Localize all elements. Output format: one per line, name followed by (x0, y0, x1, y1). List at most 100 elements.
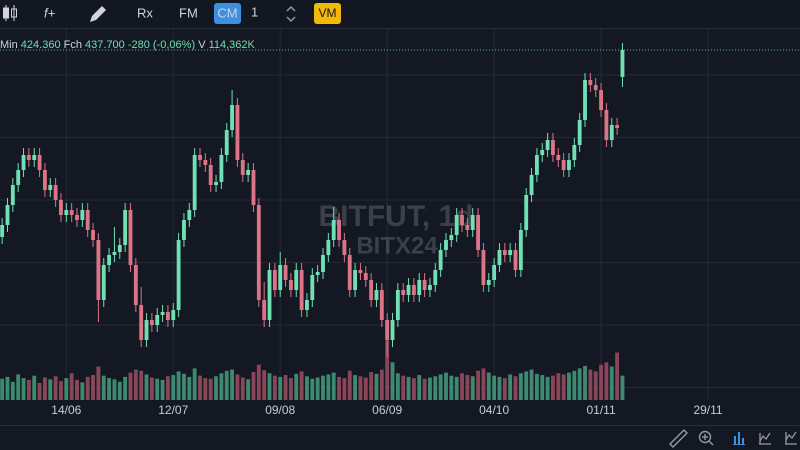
volume-bar (465, 375, 470, 400)
volume-bar (214, 376, 218, 400)
volume-bar (481, 368, 486, 400)
candle-body (42, 170, 47, 190)
volume-bar (107, 378, 112, 400)
volume-bar (123, 376, 128, 400)
candle-body (187, 210, 192, 220)
candle-body (529, 175, 534, 195)
draw-button[interactable] (90, 6, 106, 22)
candle-body (69, 210, 74, 215)
volume-bar (165, 376, 170, 400)
candle-body (21, 155, 26, 170)
candle-body (160, 312, 165, 315)
candle-body (165, 312, 170, 320)
legend-value: 114,362K (209, 39, 256, 51)
volume-bar (101, 375, 106, 400)
volume-bar (91, 375, 95, 400)
candle-body (518, 230, 523, 270)
fm-button[interactable]: FM (179, 5, 198, 20)
volume-bar (160, 379, 165, 400)
volume-bar (513, 376, 518, 400)
candle-body (347, 255, 352, 290)
indicator-toggle[interactable] (759, 432, 771, 445)
volume-bar (133, 369, 138, 400)
candle-body (0, 225, 5, 237)
candle-body (85, 210, 90, 230)
candle-body (278, 265, 283, 290)
candle-body (551, 140, 555, 155)
volume-bar (53, 376, 58, 400)
vm-button[interactable]: VM (319, 6, 337, 20)
candle-body (321, 255, 325, 272)
volume-bar (545, 376, 550, 400)
cm-button[interactable]: CM (217, 5, 237, 20)
candle-body (117, 245, 122, 252)
candle-body (192, 155, 197, 210)
legend-value: 424.360 (21, 39, 61, 51)
bottom-toolbar (0, 425, 800, 448)
candle-body (556, 155, 561, 160)
candle-body (508, 250, 513, 255)
volume-bar (470, 376, 475, 400)
candle-body (534, 155, 539, 175)
volume-bar (593, 371, 598, 400)
candle-body (545, 140, 550, 150)
volume-bar (85, 376, 90, 400)
candle-body (572, 145, 577, 160)
volume-bar (283, 375, 288, 400)
ruler-button[interactable] (669, 429, 688, 448)
volume-toggle[interactable] (733, 432, 745, 445)
candle-body (593, 85, 598, 90)
volume-bar (198, 375, 202, 400)
candle-body (438, 250, 443, 270)
candle-body (369, 280, 374, 300)
volume-bar (620, 375, 625, 400)
volume-bar (240, 377, 245, 400)
indicators-button[interactable]: f+ (44, 5, 56, 20)
volume-bar (235, 374, 240, 400)
candle-body (305, 300, 309, 310)
volume-bar (294, 373, 299, 400)
candle-body (59, 200, 63, 215)
candle-body (288, 280, 293, 290)
candle-body (326, 240, 331, 255)
candle-body (251, 170, 256, 205)
volume-bar (337, 376, 341, 400)
candles (0, 43, 800, 357)
candles-icon[interactable] (3, 5, 17, 21)
volume-bar (363, 377, 368, 400)
volume-bar (112, 379, 117, 400)
x-tick-label: 09/08 (265, 403, 295, 417)
volume-bar (326, 374, 331, 400)
candle-body (395, 290, 400, 320)
candle-body (128, 210, 133, 265)
candle-body (604, 110, 609, 140)
candle-body (492, 265, 497, 280)
candle-body (283, 265, 288, 280)
rx-button[interactable]: Rx (137, 5, 153, 20)
candle-body (48, 185, 53, 190)
volume-bar (567, 372, 571, 400)
candle-body (112, 252, 117, 255)
candle-body (101, 265, 106, 300)
volume-bar (428, 377, 432, 400)
volume-bar (192, 368, 197, 400)
candle-body (486, 280, 491, 285)
volume-bar (321, 375, 325, 400)
candle-body (272, 270, 277, 290)
candle-body (588, 80, 593, 85)
volume-bar (417, 375, 422, 400)
candle-body (422, 280, 427, 290)
volume-bar (80, 382, 85, 400)
x-tick-label: 14/06 (51, 403, 81, 417)
candle-body (454, 215, 459, 235)
zoom-button[interactable] (698, 430, 714, 446)
volume-bar (128, 372, 133, 400)
candle-body (198, 155, 202, 160)
volume-bar (299, 371, 304, 400)
volume-bar (395, 373, 400, 400)
x-tick-label: 04/10 (479, 403, 509, 417)
interval-input[interactable]: 1 (251, 4, 258, 19)
compare-toggle[interactable] (785, 431, 797, 445)
volume-bar (486, 372, 491, 400)
interval-spinner[interactable] (286, 5, 296, 23)
